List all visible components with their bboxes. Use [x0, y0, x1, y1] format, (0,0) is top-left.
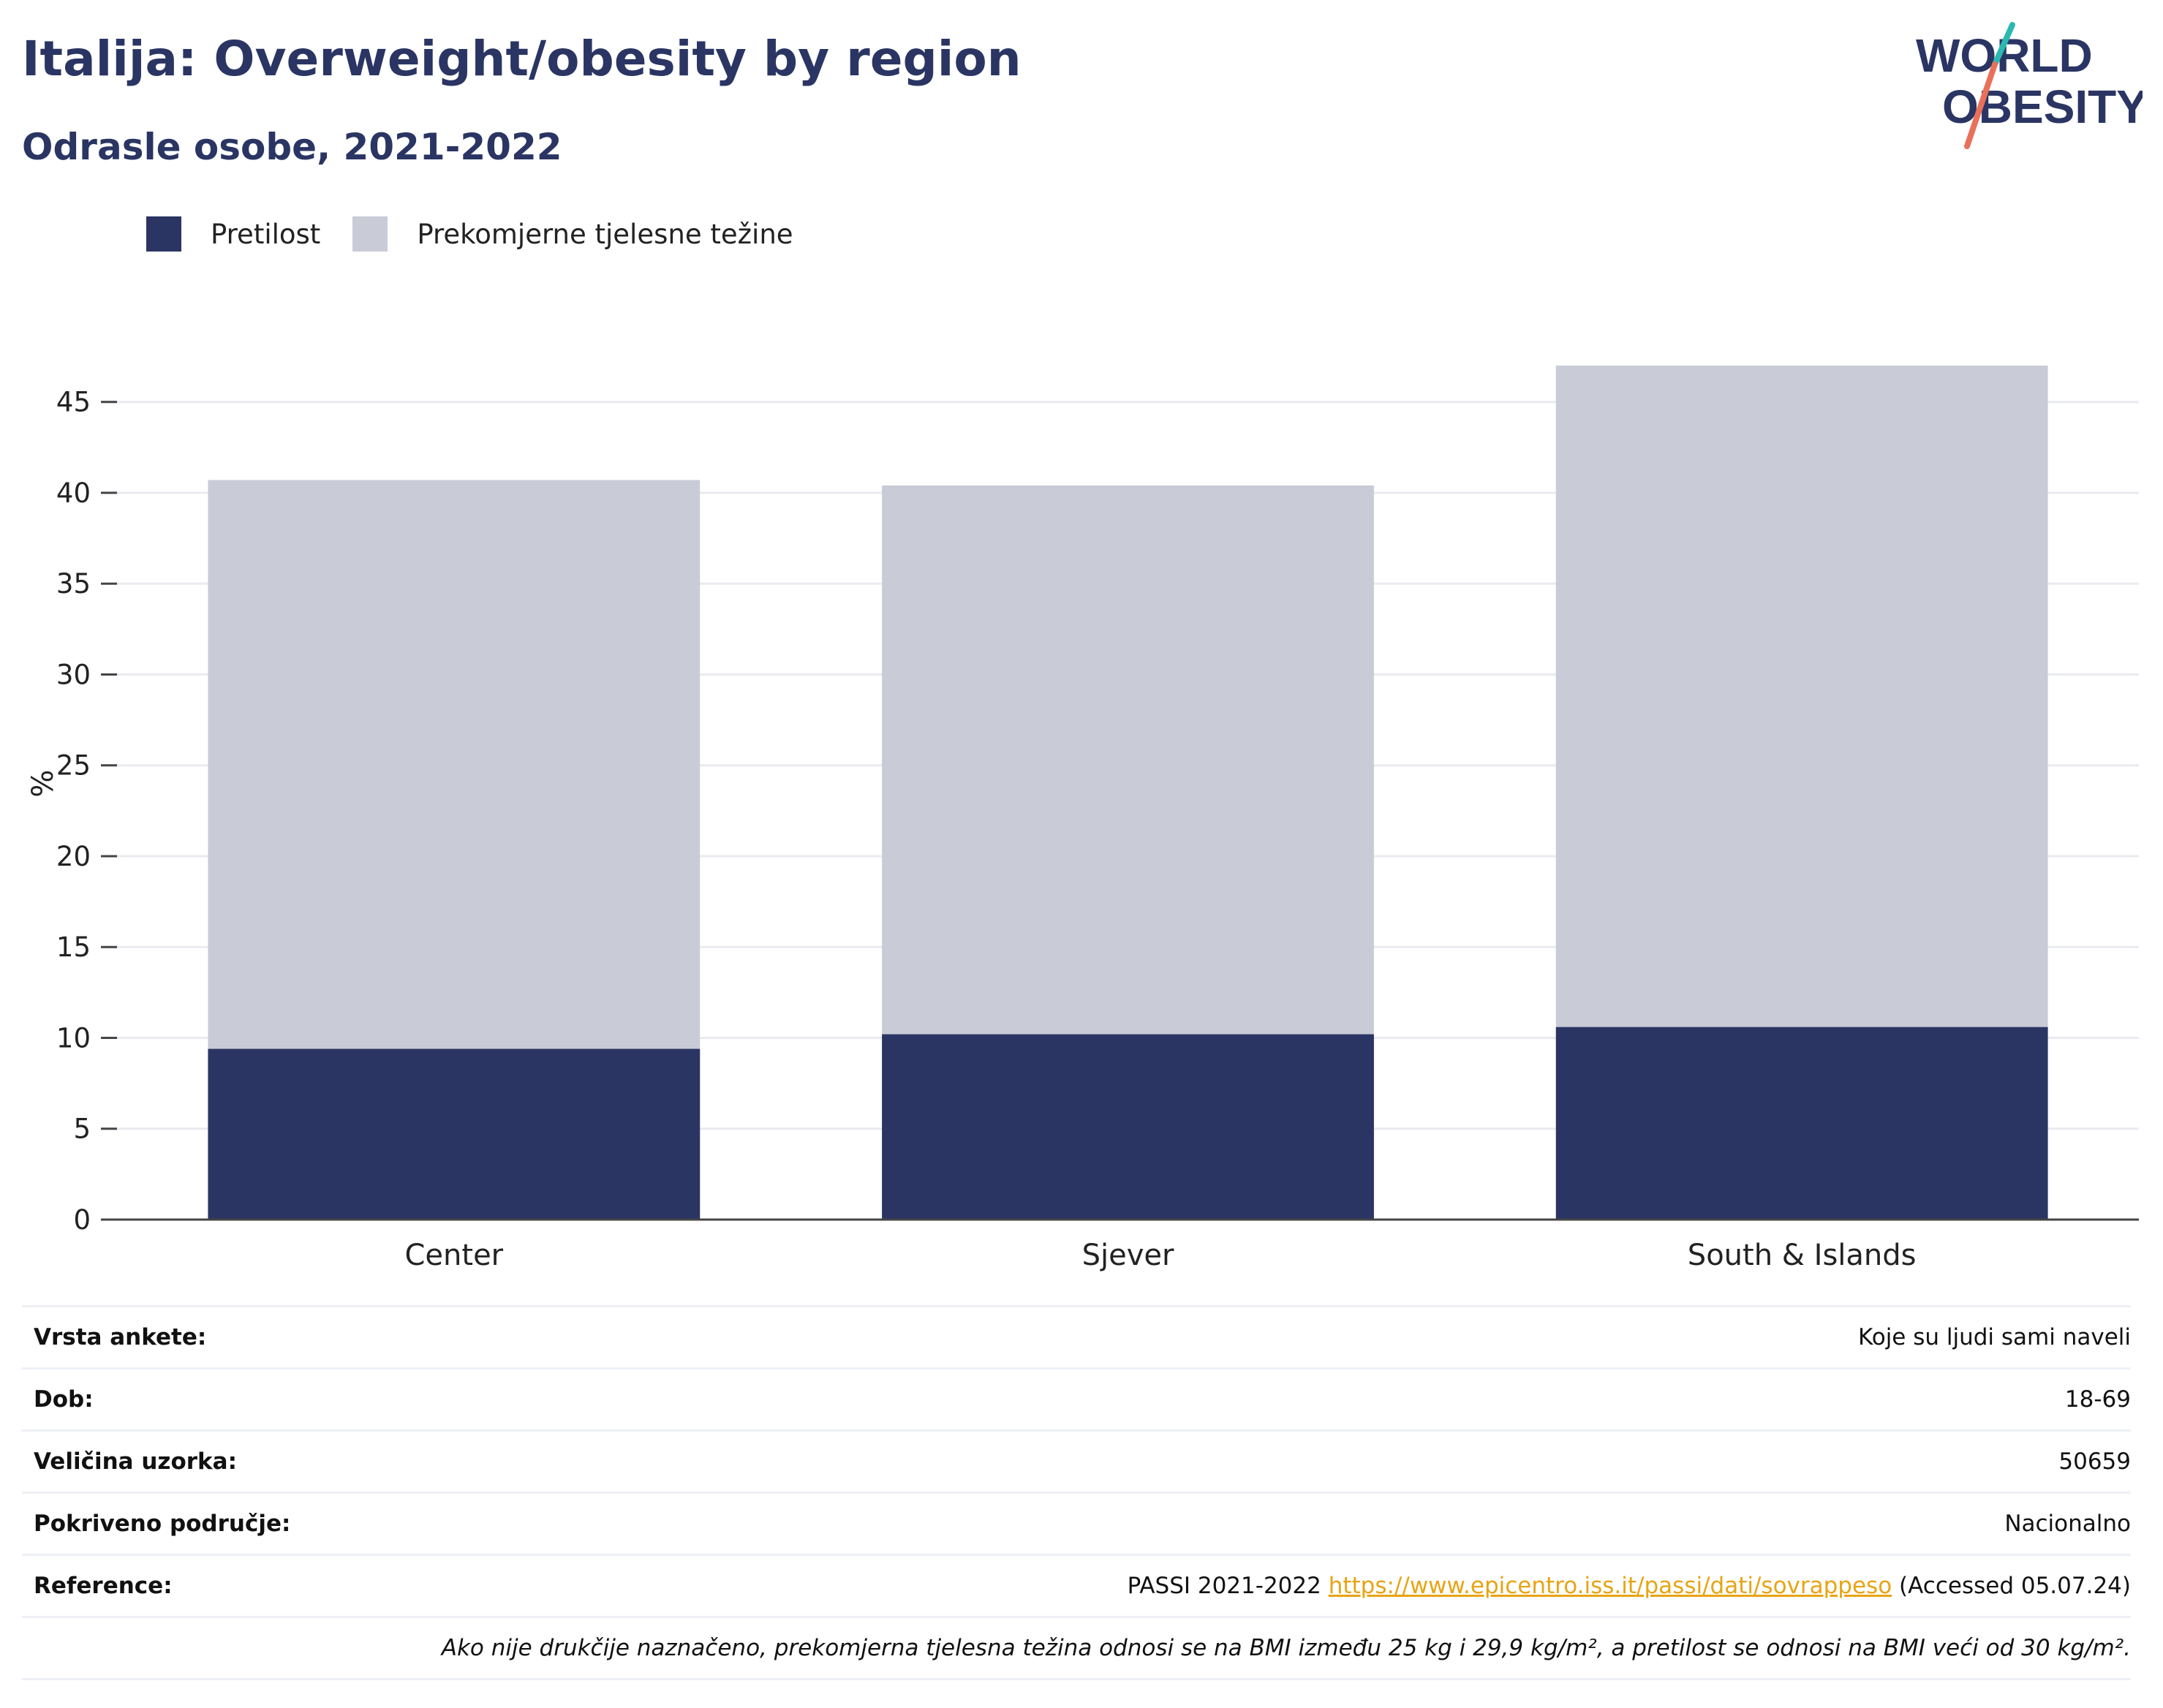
reference-link[interactable]: https://www.epicentro.iss.it/passi/dati/… — [1328, 1573, 1892, 1599]
y-tick-label: 25 — [56, 750, 91, 782]
y-tick-label: 20 — [56, 841, 91, 872]
legend-swatch-obesity — [146, 216, 181, 252]
y-tick-label: 0 — [73, 1204, 91, 1236]
chart-title: Italija: Overweight/obesity by region — [22, 31, 1022, 87]
info-row-age: Dob: 18-69 — [22, 1367, 2131, 1429]
info-value-reference: PASSI 2021-2022 https://www.epicentro.is… — [1128, 1573, 2131, 1599]
bar-overweight — [882, 485, 1374, 1035]
info-key: Pokriveno područje: — [34, 1511, 291, 1537]
legend-item-obesity[interactable]: Pretilost — [146, 216, 320, 252]
legend-swatch-overweight — [352, 216, 388, 252]
y-tick-label: 30 — [56, 659, 91, 690]
info-key: Dob: — [34, 1386, 94, 1413]
info-row-survey-type: Vrsta ankete: Koje su ljudi sami naveli — [22, 1305, 2131, 1367]
bar-overweight — [1555, 366, 2048, 1027]
survey-info-table: Vrsta ankete: Koje su ljudi sami naveli … — [22, 1305, 2131, 1680]
logo-slash-coral — [1964, 61, 1998, 149]
info-key: Vrsta ankete: — [34, 1324, 207, 1350]
y-axis-label: % — [26, 770, 60, 798]
info-row-sample-size: Veličina uzorka: 50659 — [22, 1429, 2131, 1492]
info-row-area: Pokriveno područje: Nacionalno — [22, 1492, 2131, 1554]
y-tick-label: 45 — [56, 387, 91, 418]
bar-chart: 0 5 10 15 20 25 30 35 40 45% Center Sjever South & I… — [26, 366, 2139, 1272]
logo-slash-teal — [1992, 22, 2015, 67]
y-tick-label: 10 — [56, 1022, 91, 1054]
reference-prefix: PASSI 2021-2022 — [1127, 1573, 1321, 1599]
y-tick-label: 40 — [56, 477, 91, 509]
chart-subtitle: Odrasle osobe, 2021-2022 — [22, 126, 562, 168]
bar-obesity — [208, 1048, 701, 1220]
x-tick-label: South & Islands — [1688, 1239, 1917, 1272]
y-tick-label: 15 — [56, 932, 91, 963]
info-key: Veličina uzorka: — [34, 1448, 237, 1475]
info-key: Reference: — [34, 1573, 173, 1599]
bar-overweight — [208, 480, 701, 1049]
info-value: Nacionalno — [2004, 1511, 2131, 1537]
reference-suffix: (Accessed 05.07.24) — [1899, 1573, 2131, 1599]
x-tick-label: Sjever — [1082, 1239, 1174, 1272]
legend-label-obesity: Pretilost — [211, 218, 321, 250]
x-tick-label: Center — [405, 1239, 504, 1272]
info-value: 50659 — [2058, 1448, 2131, 1475]
legend-item-overweight[interactable]: Prekomjerne tjelesne težine — [352, 216, 793, 252]
info-value: Koje su ljudi sami naveli — [1857, 1324, 2131, 1350]
info-row-reference: Reference: PASSI 2021-2022 https://www.e… — [22, 1554, 2131, 1616]
legend-label-overweight: Prekomjerne tjelesne težine — [417, 218, 793, 250]
bar-obesity — [882, 1034, 1374, 1220]
world-obesity-logo: WORLD OBESITY — [1916, 22, 2143, 149]
y-tick-label: 35 — [56, 568, 91, 600]
info-value: 18-69 — [2064, 1386, 2131, 1413]
bar-obesity — [1555, 1027, 2048, 1220]
definition-note: Ako nije drukčije naznačeno, prekomjerna… — [22, 1616, 2131, 1680]
chart-legend: Pretilost Prekomjerne tjelesne težine — [146, 216, 826, 252]
y-tick-label: 5 — [73, 1114, 91, 1145]
